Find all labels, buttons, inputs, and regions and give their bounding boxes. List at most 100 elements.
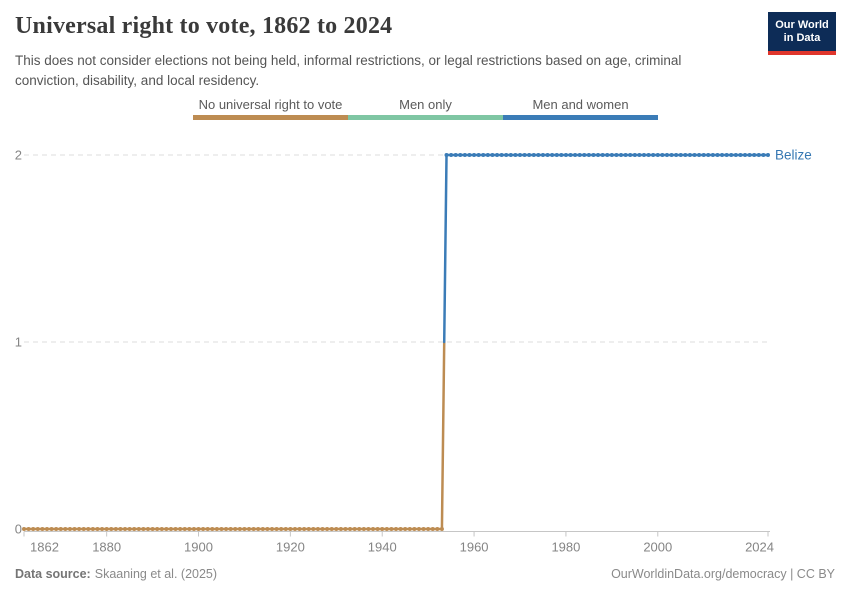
data-point[interactable] <box>669 153 674 157</box>
data-point[interactable] <box>660 153 665 157</box>
data-point[interactable] <box>416 527 421 531</box>
data-point[interactable] <box>642 153 646 157</box>
data-point[interactable] <box>678 153 683 157</box>
data-point[interactable] <box>274 527 279 531</box>
data-point[interactable] <box>155 527 160 531</box>
data-point[interactable] <box>168 527 173 531</box>
data-point[interactable] <box>403 527 408 531</box>
data-point[interactable] <box>591 153 596 157</box>
data-point[interactable] <box>77 527 82 531</box>
data-point[interactable] <box>118 527 123 531</box>
data-point[interactable] <box>504 153 509 157</box>
data-point[interactable] <box>582 153 587 157</box>
data-point[interactable] <box>325 527 330 531</box>
data-point[interactable] <box>242 527 247 531</box>
data-point[interactable] <box>453 153 458 157</box>
data-point[interactable] <box>49 527 54 531</box>
data-point[interactable] <box>490 153 495 157</box>
data-point[interactable] <box>619 153 624 157</box>
data-point[interactable] <box>201 527 206 531</box>
data-point[interactable] <box>563 153 568 157</box>
data-point[interactable] <box>159 527 164 531</box>
data-point[interactable] <box>191 527 196 531</box>
legend-item-men-only[interactable]: Men only <box>348 97 503 120</box>
data-point[interactable] <box>756 153 761 157</box>
data-point[interactable] <box>710 153 715 157</box>
data-point[interactable] <box>752 153 757 157</box>
data-point[interactable] <box>724 153 729 157</box>
data-point[interactable] <box>485 153 490 157</box>
data-point[interactable] <box>187 527 192 531</box>
data-point[interactable] <box>58 527 63 531</box>
data-point[interactable] <box>664 153 669 157</box>
data-point[interactable] <box>522 153 527 157</box>
data-point[interactable] <box>72 527 77 531</box>
data-point[interactable] <box>288 527 293 531</box>
data-point[interactable] <box>398 527 403 531</box>
data-point[interactable] <box>747 153 752 157</box>
data-point[interactable] <box>150 527 155 531</box>
data-point[interactable] <box>233 527 238 531</box>
legend-item-no-universal-right[interactable]: No universal right to vote <box>193 97 348 120</box>
data-point[interactable] <box>449 153 454 157</box>
data-point[interactable] <box>109 527 114 531</box>
data-point[interactable] <box>205 527 210 531</box>
data-point[interactable] <box>127 527 132 531</box>
legend-item-men-and-women[interactable]: Men and women <box>503 97 658 120</box>
data-point[interactable] <box>568 153 573 157</box>
data-point[interactable] <box>348 527 353 531</box>
data-point[interactable] <box>40 527 45 531</box>
data-point[interactable] <box>389 527 394 531</box>
data-point[interactable] <box>329 527 334 531</box>
data-point[interactable] <box>632 153 637 157</box>
data-point[interactable] <box>113 527 118 531</box>
data-point[interactable] <box>22 527 26 531</box>
data-point[interactable] <box>550 153 555 157</box>
owid-credit-link[interactable]: OurWorldinData.org/democracy | CC BY <box>611 567 835 581</box>
data-point[interactable] <box>559 153 564 157</box>
data-point[interactable] <box>136 527 141 531</box>
data-point[interactable] <box>302 527 307 531</box>
data-point[interactable] <box>196 527 201 531</box>
data-point[interactable] <box>338 527 343 531</box>
data-point[interactable] <box>609 153 614 157</box>
data-point[interactable] <box>430 527 435 531</box>
data-point[interactable] <box>545 153 550 157</box>
data-point[interactable] <box>628 153 633 157</box>
data-point[interactable] <box>508 153 513 157</box>
data-point[interactable] <box>237 527 242 531</box>
data-point[interactable] <box>54 527 59 531</box>
data-point[interactable] <box>256 527 261 531</box>
data-point[interactable] <box>738 153 743 157</box>
data-point[interactable] <box>614 153 619 157</box>
data-point[interactable] <box>554 153 559 157</box>
data-point[interactable] <box>743 153 748 157</box>
data-point[interactable] <box>26 527 31 531</box>
data-point[interactable] <box>766 153 770 157</box>
data-point[interactable] <box>518 153 522 157</box>
data-point[interactable] <box>605 153 610 157</box>
data-point[interactable] <box>407 527 412 531</box>
data-point[interactable] <box>265 527 270 531</box>
data-point[interactable] <box>729 153 734 157</box>
data-point[interactable] <box>467 153 472 157</box>
data-point[interactable] <box>655 153 660 157</box>
data-point[interactable] <box>692 153 697 157</box>
data-point[interactable] <box>380 527 385 531</box>
data-point[interactable] <box>31 527 36 531</box>
data-point[interactable] <box>481 153 486 157</box>
data-point[interactable] <box>761 153 766 157</box>
data-point[interactable] <box>219 527 224 531</box>
data-point[interactable] <box>270 527 274 531</box>
data-point[interactable] <box>600 153 605 157</box>
line-segment-men-and-women[interactable] <box>442 153 770 344</box>
data-point[interactable] <box>596 153 601 157</box>
data-point[interactable] <box>674 153 679 157</box>
data-point[interactable] <box>182 527 187 531</box>
data-point[interactable] <box>67 527 72 531</box>
data-point[interactable] <box>86 527 91 531</box>
data-point[interactable] <box>513 153 518 157</box>
data-point[interactable] <box>439 527 444 531</box>
data-point[interactable] <box>306 527 311 531</box>
data-point[interactable] <box>178 527 183 531</box>
